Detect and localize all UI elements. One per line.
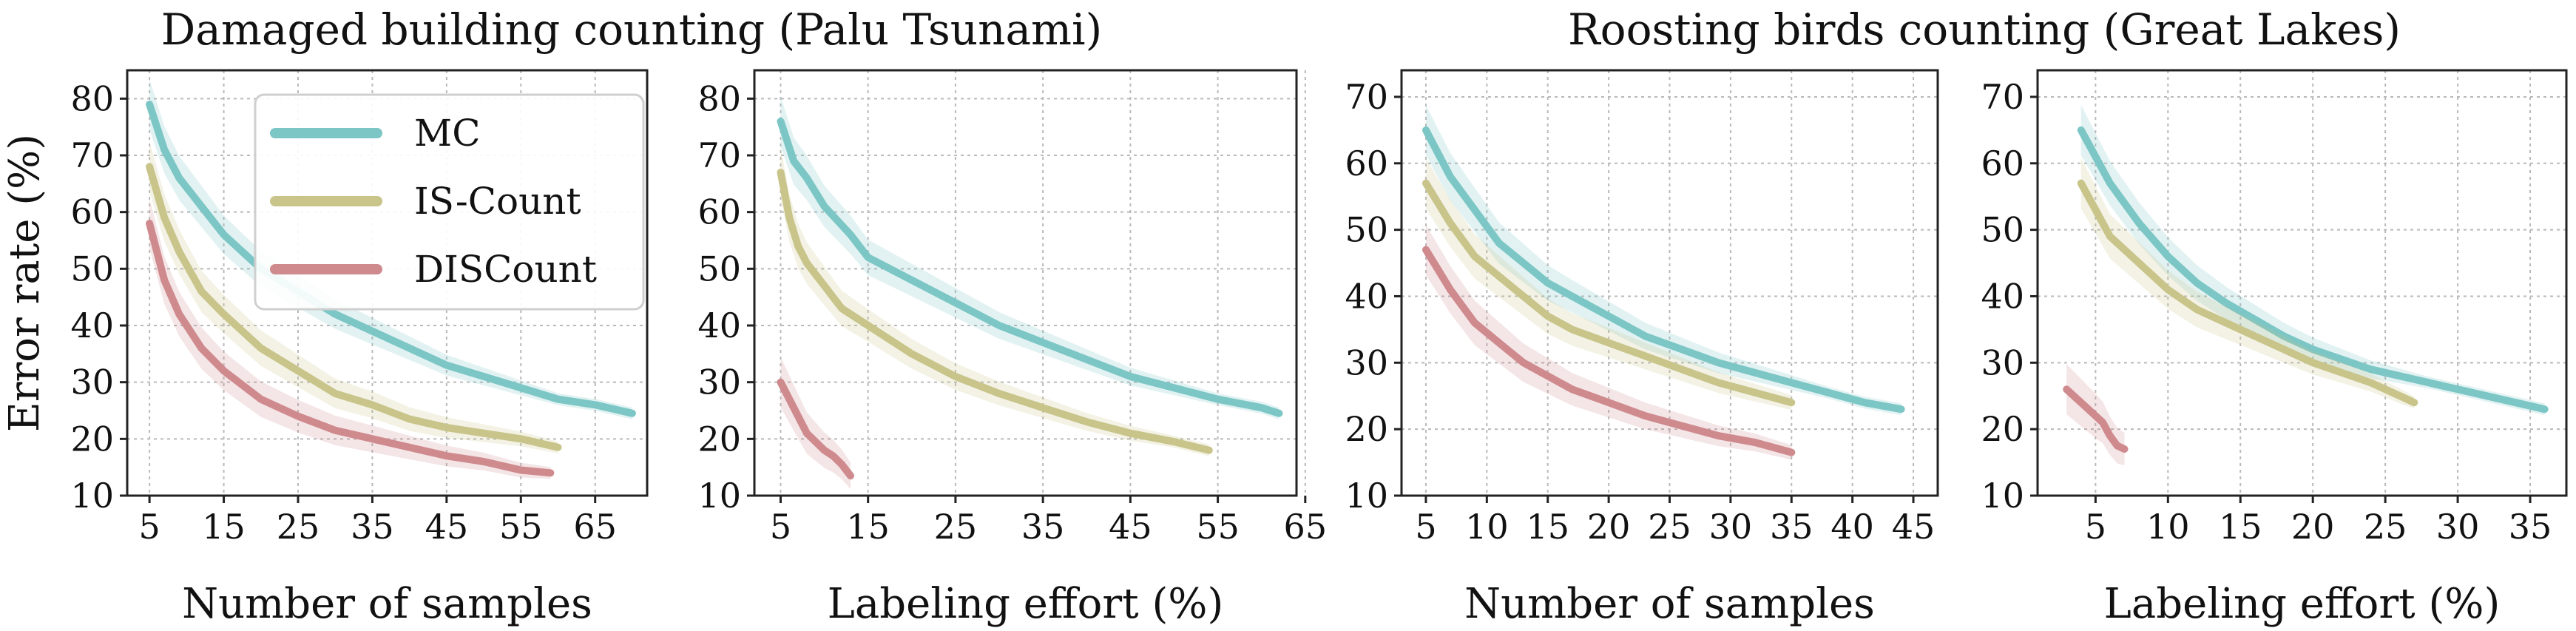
y-tick-label: 60 [70, 192, 114, 232]
x-tick-label: 5 [2085, 507, 2106, 547]
y-tick-label: 50 [1345, 210, 1388, 250]
plot-area [2038, 70, 2566, 496]
y-tick-label: 80 [70, 78, 114, 118]
y-tick-label: 10 [70, 476, 114, 516]
x-tick-label: 10 [2146, 507, 2190, 547]
x-tick-label: 25 [2364, 507, 2407, 547]
series-band-is-count [149, 141, 558, 453]
x-axis-label: Number of samples [1464, 580, 1875, 628]
x-tick-label: 35 [1770, 507, 1813, 547]
y-tick-label: 40 [1981, 276, 2024, 316]
y-tick-label: 20 [697, 419, 741, 459]
x-tick-label: 15 [1526, 507, 1569, 547]
axes-frame [126, 69, 649, 497]
y-tick-label: 10 [697, 476, 741, 516]
y-tick-label: 70 [70, 135, 114, 175]
y-axis-label: Error rate (%) [1, 134, 49, 432]
y-tick-label: 10 [1345, 476, 1388, 516]
x-tick-label: 15 [202, 507, 246, 547]
x-tick-label: 65 [1284, 507, 1328, 547]
x-tick-label: 55 [1196, 507, 1240, 547]
legend: MC IS-Count DISCount [254, 93, 645, 311]
suptitle-right: Roosting birds counting (Great Lakes) [1568, 4, 2401, 55]
y-tick-label: 80 [697, 78, 741, 118]
x-tick-label: 45 [1892, 507, 1936, 547]
x-tick-label: 25 [934, 507, 978, 547]
chart-panel-4: 5 10 15 20 25 30 35 10 20 30 40 50 60 70 Labeling effo… [1981, 69, 2568, 628]
x-tick-label: 25 [1648, 507, 1691, 547]
plot-area [754, 70, 1297, 496]
series-line-discount [1422, 246, 1796, 456]
series-line-mc [2077, 126, 2549, 414]
legend-label-is-count: IS-Count [414, 180, 581, 223]
x-tick-label: 15 [2219, 507, 2262, 547]
x-tick-label: 65 [573, 507, 617, 547]
x-tick-label: 30 [2436, 507, 2480, 547]
x-axis-label: Number of samples [182, 580, 592, 628]
y-tick-label: 60 [1981, 144, 2024, 183]
y-tick-label: 10 [1981, 476, 2024, 516]
series-line-mc [146, 101, 636, 417]
y-tick-label: 30 [1981, 343, 2024, 382]
series-line-mc [777, 118, 1283, 417]
x-tick-label: 55 [499, 507, 543, 547]
y-tick-label: 40 [70, 306, 114, 345]
y-tick-label: 20 [1345, 409, 1388, 449]
x-tick-label: 25 [277, 507, 320, 547]
x-tick-label: 45 [1109, 507, 1152, 547]
series-line-is-count [1422, 179, 1796, 407]
series-band-mc [780, 96, 1279, 419]
series-line-is-count [2077, 179, 2418, 407]
legend-label-discount: DISCount [414, 248, 597, 291]
axes-frame [753, 69, 1298, 497]
x-axis-label: Labeling effort (%) [828, 580, 1224, 628]
x-tick-label: 40 [1830, 507, 1874, 547]
suptitle-left: Damaged building counting (Palu Tsunami) [161, 4, 1102, 55]
legend-label-mc: MC [414, 112, 480, 155]
series-line-mc [1422, 126, 1905, 414]
x-tick-label: 5 [138, 507, 160, 547]
y-tick-label: 70 [1981, 77, 2024, 117]
chart-panel-2: 5 15 25 35 45 55 65 10 20 30 40 50 60 70 80 Labeling ef… [697, 69, 1328, 628]
x-tick-label: 35 [2509, 507, 2552, 547]
chart-panel-3: 5 10 15 20 25 30 35 40 45 10 20 30 40 50 60 70 Number of… [1345, 69, 1939, 628]
y-tick-label: 20 [70, 419, 114, 459]
y-tick-label: 20 [1981, 409, 2024, 449]
x-tick-label: 20 [1587, 507, 1631, 547]
y-tick-label: 60 [697, 192, 741, 232]
series-line-discount [146, 220, 555, 477]
x-tick-label: 5 [770, 507, 791, 547]
series-band-mc [149, 79, 632, 419]
legend-box [254, 93, 645, 311]
y-tick-label: 70 [697, 135, 741, 175]
x-tick-label: 10 [1465, 507, 1509, 547]
y-tick-label: 50 [1981, 210, 2024, 250]
series-line-discount [777, 378, 854, 480]
series-band-discount [149, 198, 551, 479]
x-tick-label: 5 [1415, 507, 1436, 547]
axes-frame [2036, 69, 2568, 497]
x-axis-label: Labeling effort (%) [2104, 580, 2501, 628]
x-tick-label: 15 [846, 507, 890, 547]
series-line-discount [2063, 385, 2129, 453]
y-tick-label: 60 [1345, 144, 1388, 183]
y-tick-label: 50 [70, 249, 114, 288]
x-tick-label: 30 [1709, 507, 1753, 547]
y-tick-label: 40 [697, 306, 741, 345]
y-tick-label: 30 [70, 362, 114, 402]
y-tick-label: 30 [697, 362, 741, 402]
y-tick-label: 30 [1345, 343, 1388, 382]
series-line-is-count [777, 169, 1213, 454]
series-line-is-count [146, 163, 562, 451]
x-tick-label: 35 [351, 507, 394, 547]
y-tick-label: 40 [1345, 276, 1388, 316]
series-band-is-count [1425, 158, 1792, 411]
x-tick-label: 20 [2291, 507, 2335, 547]
x-tick-label: 35 [1021, 507, 1065, 547]
x-tick-label: 45 [425, 507, 469, 547]
y-tick-label: 50 [697, 249, 741, 288]
y-tick-label: 70 [1345, 77, 1388, 117]
